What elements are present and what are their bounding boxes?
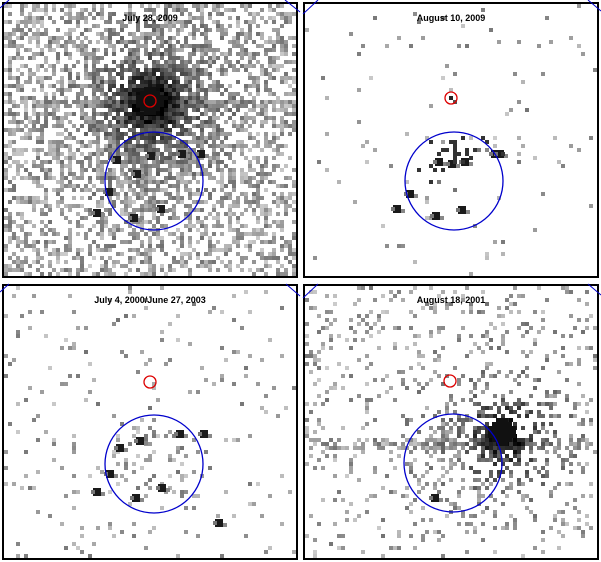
xray-image (305, 286, 597, 558)
panel-date-label: July 4, 2000/June 27, 2003 (94, 295, 206, 305)
source-region-circle (403, 413, 503, 513)
panel-date-label: August 18, 2001 (416, 295, 486, 305)
source-region-circle (104, 414, 204, 514)
xray-image (4, 4, 296, 276)
xray-image (4, 286, 296, 558)
panel-date-label: August 10, 2009 (416, 13, 486, 23)
source-region-circle (104, 131, 204, 231)
point-source-marker-circle (143, 94, 157, 108)
point-source-marker-circle (443, 374, 457, 388)
xray-image (305, 4, 597, 276)
source-region-circle (404, 131, 504, 231)
panel-top-right: August 10, 2009 (303, 2, 599, 278)
point-source-marker-circle (444, 91, 458, 105)
panel-bottom-right: August 18, 2001 (303, 284, 599, 560)
panel-bottom-left: July 4, 2000/June 27, 2003 (2, 284, 298, 560)
panel-top-left: July 28, 2009 (2, 2, 298, 278)
point-source-marker-circle (143, 375, 157, 389)
panel-date-label: July 28, 2009 (122, 13, 178, 23)
